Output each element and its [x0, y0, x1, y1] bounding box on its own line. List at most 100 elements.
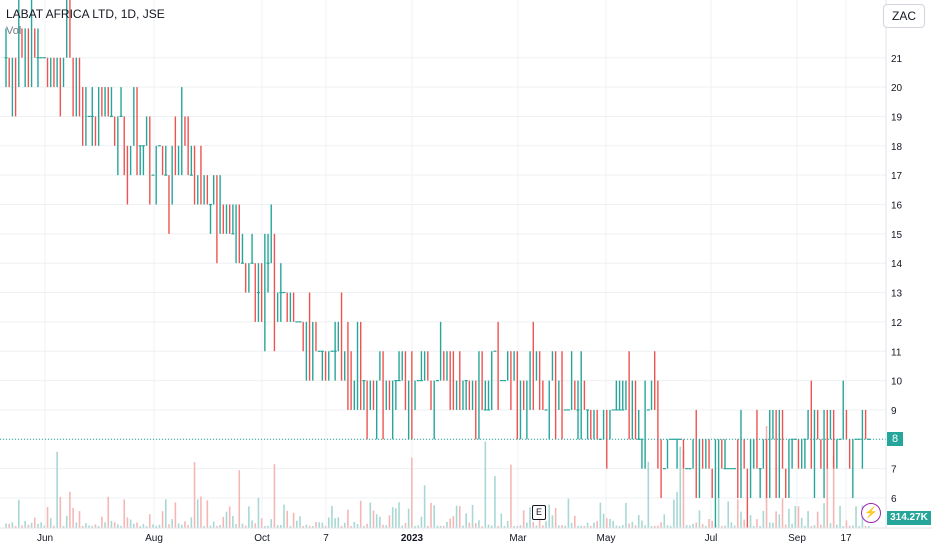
- volume-bar: [21, 525, 23, 528]
- x-tick-label: 17: [840, 533, 852, 544]
- volume-bar: [484, 441, 487, 528]
- volume-bar: [749, 515, 752, 528]
- volume-bar: [516, 525, 519, 528]
- volume-bar: [340, 525, 343, 528]
- volume-bar: [829, 523, 832, 528]
- earnings-marker[interactable]: E: [532, 505, 546, 520]
- volume-bar: [334, 518, 336, 528]
- volume-bar: [858, 525, 861, 528]
- volume-bar: [126, 517, 129, 528]
- currency-button[interactable]: ZAC: [883, 4, 925, 28]
- volume-bar: [379, 516, 381, 528]
- volume-bar: [363, 525, 365, 528]
- volume-bar: [577, 525, 579, 528]
- volume-bar: [391, 507, 394, 528]
- volume-bar: [548, 504, 551, 528]
- volume-bar: [299, 516, 301, 528]
- y-tick-label: 20: [891, 83, 903, 94]
- volume-bar: [145, 525, 148, 528]
- volume-bar: [551, 515, 554, 528]
- volume-bar: [848, 525, 851, 528]
- volume-bar: [596, 521, 598, 528]
- volume-bar: [497, 525, 499, 528]
- time-axis[interactable]: Jun Aug Oct 7 2023 Mar May Jul Sep 17: [37, 533, 852, 544]
- volume-bar: [695, 522, 698, 528]
- y-tick-label: 6: [891, 494, 897, 505]
- volume-bar: [235, 524, 237, 528]
- volume-bar: [78, 511, 81, 528]
- volume-bar: [794, 505, 797, 528]
- volume-bar: [842, 525, 845, 528]
- volume-bar: [350, 525, 352, 528]
- volume-bar: [465, 513, 467, 528]
- volume-bar: [679, 446, 682, 528]
- volume-bar: [241, 523, 244, 528]
- volume-bar: [283, 504, 285, 528]
- volume-bar: [91, 525, 94, 528]
- volume-bar: [733, 525, 736, 528]
- volume-bar: [8, 523, 10, 528]
- volume-bar: [759, 525, 761, 528]
- volume-bar: [621, 525, 624, 528]
- y-tick-label: 13: [891, 289, 903, 300]
- volume-bar: [529, 507, 531, 528]
- volume-bar: [273, 464, 276, 528]
- volume-bar: [823, 503, 825, 528]
- volume-bar: [219, 525, 221, 528]
- volume-bar: [206, 500, 209, 528]
- volume-bar: [676, 491, 678, 528]
- volume-bar: [152, 524, 154, 528]
- volume-indicator-label[interactable]: Vol: [6, 25, 22, 37]
- volume-bar: [56, 451, 58, 528]
- volume-bar: [558, 525, 560, 528]
- x-tick-label: Aug: [145, 533, 163, 544]
- volume-bar: [660, 522, 662, 528]
- volume-bar: [196, 499, 199, 528]
- volume-bar: [653, 525, 656, 528]
- volume-bar: [24, 521, 26, 528]
- x-tick-label: 7: [323, 533, 329, 544]
- volume-bar: [510, 464, 512, 528]
- volume-bar: [637, 515, 640, 528]
- volume-bar: [327, 517, 330, 528]
- volume-bar: [110, 520, 113, 528]
- volume-bars: [5, 426, 870, 528]
- volume-bar: [462, 525, 464, 528]
- volume-bar: [634, 525, 637, 528]
- volume-bar: [264, 525, 266, 528]
- volume-bar: [717, 497, 720, 528]
- volume-bar: [570, 522, 573, 528]
- volume-bar: [113, 522, 116, 528]
- volume-bar: [123, 499, 126, 528]
- volume-bar: [142, 524, 145, 528]
- volume-bar: [149, 514, 151, 528]
- y-tick-label: 12: [891, 318, 903, 329]
- volume-bar: [158, 524, 161, 528]
- volume-bar: [40, 522, 42, 528]
- volume-bar: [804, 525, 806, 528]
- volume-bar: [133, 523, 135, 528]
- volume-bar: [816, 511, 819, 528]
- volume-bar: [519, 525, 522, 528]
- volume-bar: [232, 516, 234, 528]
- volume-bar: [117, 524, 119, 528]
- volume-bar: [308, 525, 311, 528]
- volume-bar: [69, 491, 71, 528]
- volume-bar: [538, 512, 541, 528]
- last-price-tag: 8: [887, 432, 903, 446]
- volume-bar: [187, 525, 189, 528]
- volume-bar: [46, 507, 49, 528]
- volume-bar: [705, 525, 707, 528]
- volume-bar: [395, 508, 397, 528]
- volume-bar: [455, 505, 458, 528]
- volume-bar: [800, 517, 803, 528]
- volume-bar: [59, 496, 62, 528]
- volume-bar: [692, 523, 694, 528]
- lightning-icon[interactable]: ⚡: [861, 503, 881, 523]
- symbol-title[interactable]: LABAT AFRICA LTD, 1D, JSE: [6, 7, 165, 21]
- volume-bar: [685, 525, 688, 528]
- volume-bar: [650, 525, 653, 528]
- volume-bar: [286, 510, 289, 528]
- volume-bar: [318, 522, 320, 528]
